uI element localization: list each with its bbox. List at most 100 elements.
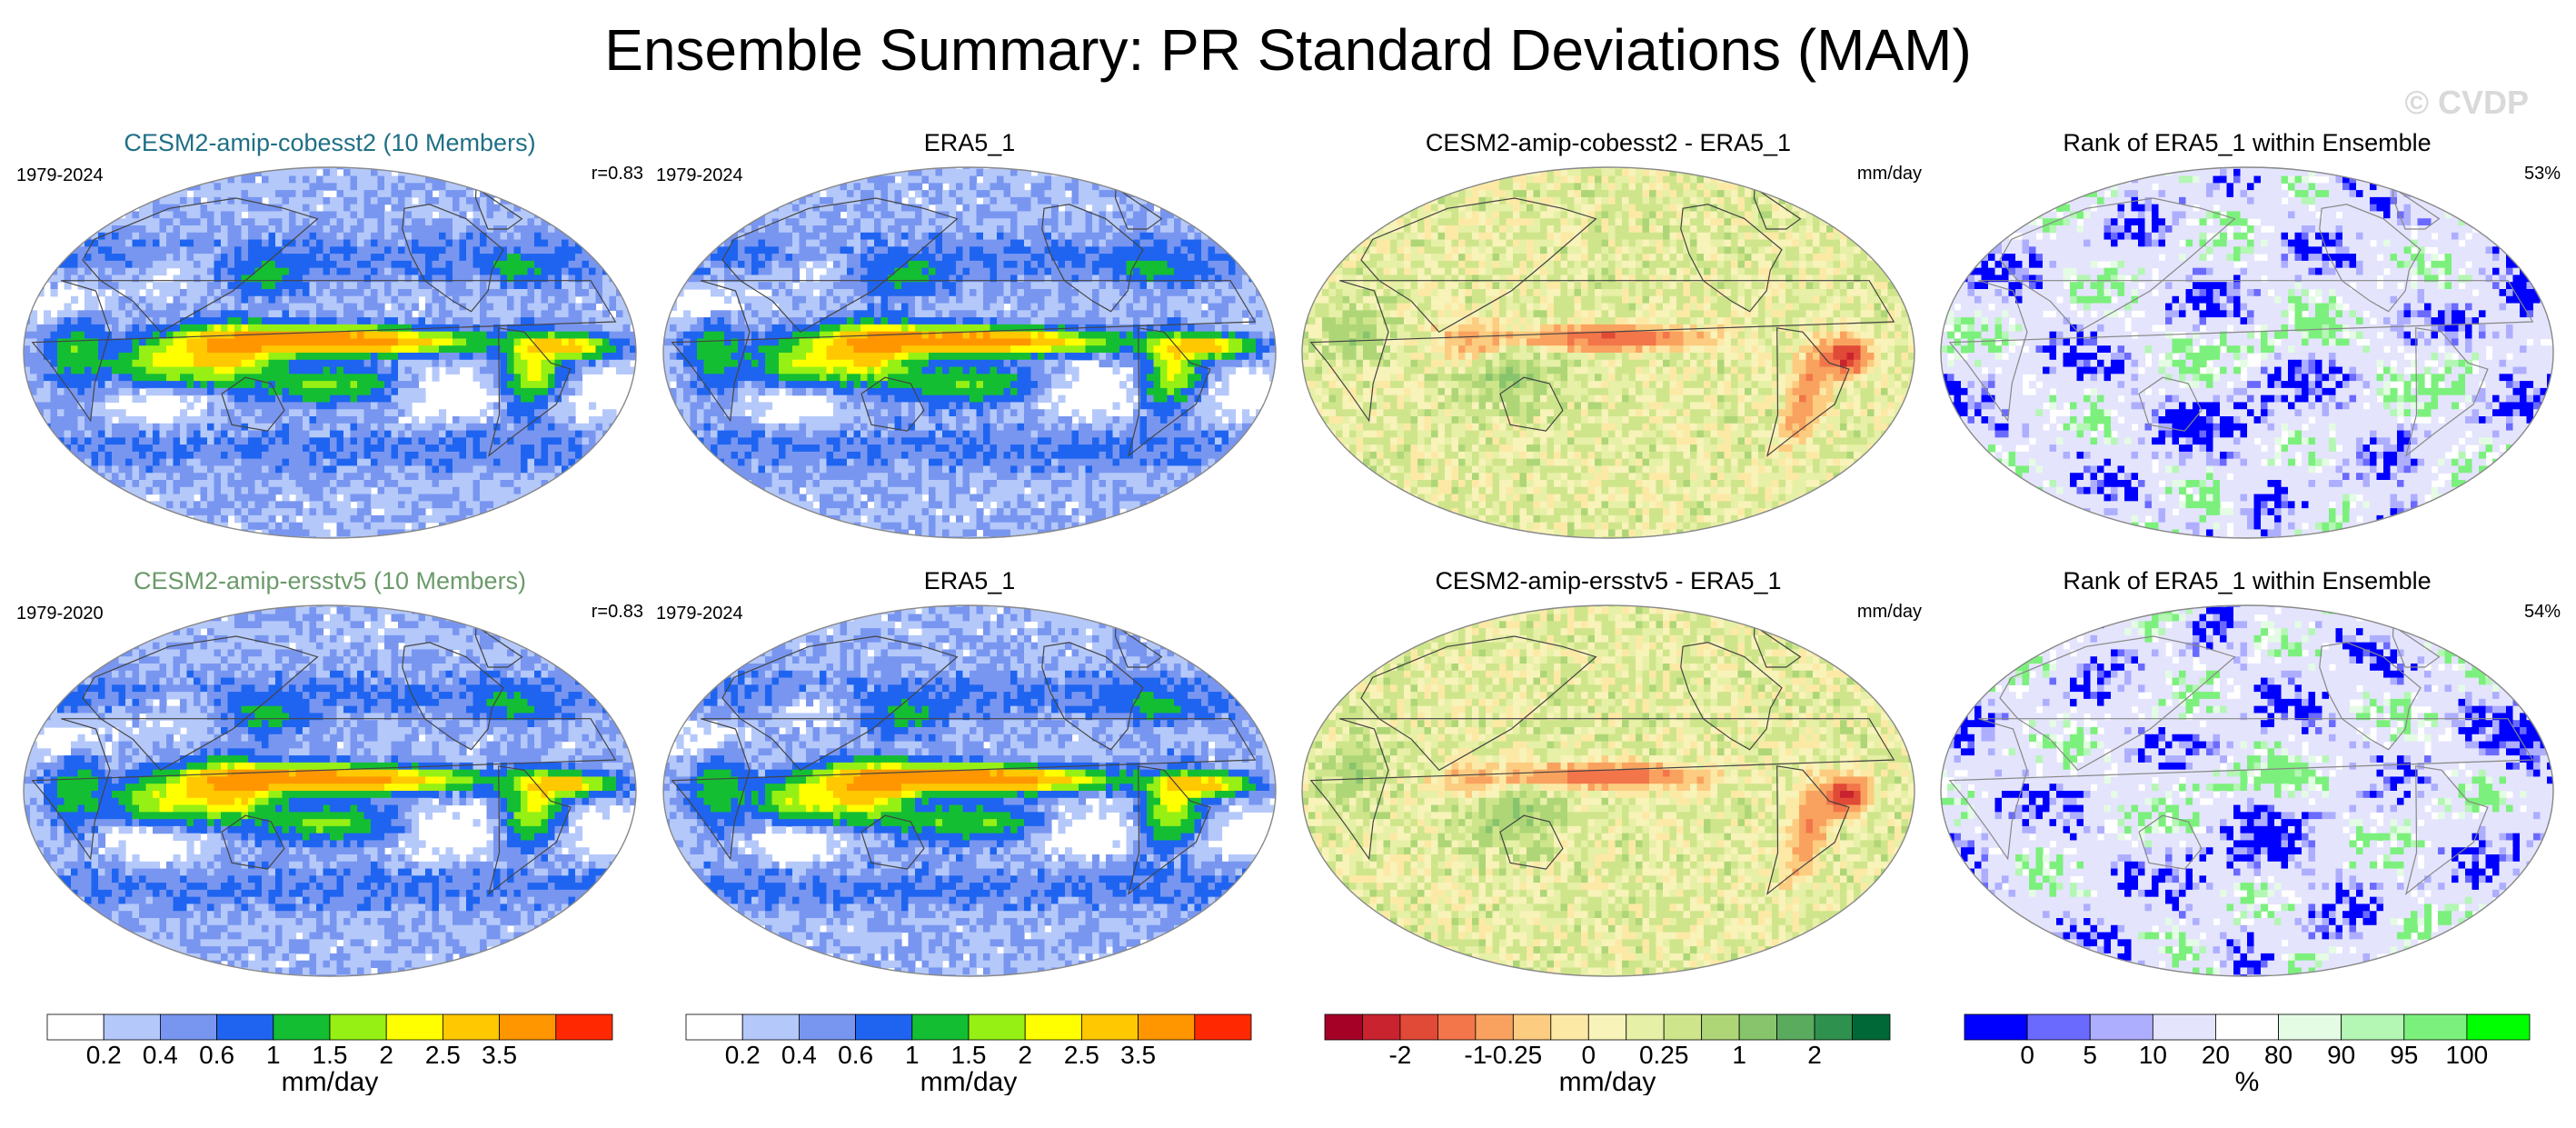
colorbar-tick: 0 [2020, 1041, 2034, 1069]
colorbar-swatch [1324, 1013, 1363, 1041]
colorbar-swatch [1194, 1013, 1252, 1041]
colorbar-tick: 80 [2264, 1041, 2293, 1069]
colorbar-swatch [741, 1013, 800, 1041]
colorbar-swatch [968, 1013, 1026, 1041]
panel-title: ERA5_1 [656, 129, 1283, 157]
colorbar-swatch [329, 1013, 387, 1041]
colorbar-swatch [385, 1013, 443, 1041]
colorbar-tick: 1 [905, 1041, 920, 1069]
panel-title: Rank of ERA5_1 within Ensemble [1934, 567, 2561, 595]
colorbar-tick: 20 [2202, 1041, 2230, 1069]
panel-title: Rank of ERA5_1 within Ensemble [1934, 129, 2561, 157]
colorbar-swatch [103, 1013, 161, 1041]
colorbar-tick: 2 [1018, 1041, 1032, 1069]
colorbar-swatch [1080, 1013, 1139, 1041]
colorbar-swatch [1024, 1013, 1082, 1041]
colorbar-tick: 100 [2446, 1041, 2489, 1069]
colorbar-swatch [798, 1013, 856, 1041]
colorbar-tick: 0.2 [725, 1041, 761, 1069]
colorbar-tick: 0.4 [781, 1041, 817, 1069]
panel-title: CESM2-amip-ersstv5 (10 Members) [16, 567, 643, 595]
colorbar-swatch [273, 1013, 331, 1041]
map-std [23, 166, 637, 539]
pattern-correlation-label: r=0.83 [462, 602, 643, 623]
watermark-cvdp: © CVDP [2404, 84, 2529, 122]
rank-summary-label: 53% [2379, 164, 2561, 185]
colorbar-swatch [685, 1013, 743, 1041]
map-diff [1301, 166, 1915, 539]
map-diff [1301, 604, 1915, 977]
colorbar-tick: 1 [266, 1041, 281, 1069]
period-label: 1979-2024 [16, 165, 104, 186]
colorbar-swatch [1587, 1013, 1627, 1041]
colorbar-tick: 3.5 [482, 1041, 517, 1069]
colorbar-swatch [855, 1013, 913, 1041]
colorbar-tick: 0.4 [143, 1041, 178, 1069]
panel-title: CESM2-amip-cobesst2 - ERA5_1 [1295, 129, 1922, 157]
colorbar-swatch [911, 1013, 970, 1041]
map-rank [1940, 604, 2554, 977]
colorbar-tick: 1.5 [313, 1041, 348, 1069]
colorbar-swatch [555, 1013, 613, 1041]
period-label: 1979-2024 [656, 165, 743, 186]
colorbar: -2 -1-0.25 0 0.25 1 2 mm/day [1324, 1013, 1891, 1095]
colorbar-units: mm/day [1559, 1067, 1656, 1095]
colorbar-units: mm/day [920, 1067, 1018, 1095]
colorbar-tick: 95 [2390, 1041, 2418, 1069]
colorbar-tick: 1 [1732, 1041, 1746, 1069]
colorbar-swatch [1475, 1013, 1514, 1041]
colorbar-swatch [1626, 1013, 1665, 1041]
colorbar: 0.2 0.4 0.6 1 1.5 2 2.5 3.5 mm/day [46, 1013, 613, 1095]
colorbar-tick: 90 [2327, 1041, 2355, 1069]
panel-title: CESM2-amip-cobesst2 (10 Members) [16, 129, 643, 157]
colorbar-tick: -0.25 [1484, 1041, 1542, 1069]
colorbar-swatch [1776, 1013, 1815, 1041]
colorbar-swatch [1738, 1013, 1777, 1041]
colorbar-swatch [2278, 1013, 2342, 1041]
rank-summary-label: 54% [2379, 602, 2561, 623]
colorbar-tick: 2.5 [1064, 1041, 1099, 1069]
colorbar: 0 5 10 20 80 90 95 100% [1964, 1013, 2531, 1095]
units-label: mm/day [1740, 164, 1922, 185]
colorbar-tick: 5 [2083, 1041, 2097, 1069]
colorbar-tick: 2 [379, 1041, 393, 1069]
units-label: mm/day [1740, 602, 1922, 623]
panel-title: CESM2-amip-ersstv5 - ERA5_1 [1295, 567, 1922, 595]
colorbar-swatch [1701, 1013, 1740, 1041]
colorbar-tick: 10 [2139, 1041, 2167, 1069]
colorbar-tick: -1 [1464, 1041, 1487, 1069]
colorbar-tick: -2 [1388, 1041, 1411, 1069]
colorbar-tick: 2.5 [425, 1041, 461, 1069]
colorbar-swatch [1852, 1013, 1891, 1041]
colorbar-tick: 0 [1581, 1041, 1596, 1069]
colorbar-swatch [46, 1013, 104, 1041]
colorbar-swatch [1138, 1013, 1196, 1041]
colorbar-tick: 0.25 [1639, 1041, 1689, 1069]
colorbar-swatch [1550, 1013, 1589, 1041]
colorbar-tick: 1.5 [951, 1041, 987, 1069]
colorbar-swatch [442, 1013, 500, 1041]
colorbar-tick: 0.6 [838, 1041, 873, 1069]
period-label: 1979-2020 [16, 604, 104, 624]
colorbar: 0.2 0.4 0.6 1 1.5 2 2.5 3.5 mm/day [685, 1013, 1252, 1095]
colorbar-tick: 3.5 [1120, 1041, 1156, 1069]
colorbar-units: mm/day [282, 1067, 379, 1095]
colorbar-swatch [2466, 1013, 2531, 1041]
map-rank [1940, 166, 2554, 539]
panel-title: ERA5_1 [656, 567, 1283, 595]
colorbar-swatch [1362, 1013, 1401, 1041]
map-std [662, 604, 1277, 977]
colorbar-tick: 2 [1807, 1041, 1822, 1069]
map-std [662, 166, 1277, 539]
colorbar-swatch [1663, 1013, 1703, 1041]
colorbar-swatch [1399, 1013, 1438, 1041]
colorbar-units: % [2235, 1067, 2260, 1095]
colorbar-tick: 0.2 [86, 1041, 122, 1069]
colorbar-tick: 0.6 [199, 1041, 234, 1069]
colorbar-swatch [499, 1013, 557, 1041]
colorbar-swatch [1512, 1013, 1552, 1041]
colorbar-swatch [1814, 1013, 1853, 1041]
colorbar-swatch [1437, 1013, 1477, 1041]
pattern-correlation-label: r=0.83 [462, 164, 643, 185]
colorbar-swatch [1964, 1013, 2028, 1041]
